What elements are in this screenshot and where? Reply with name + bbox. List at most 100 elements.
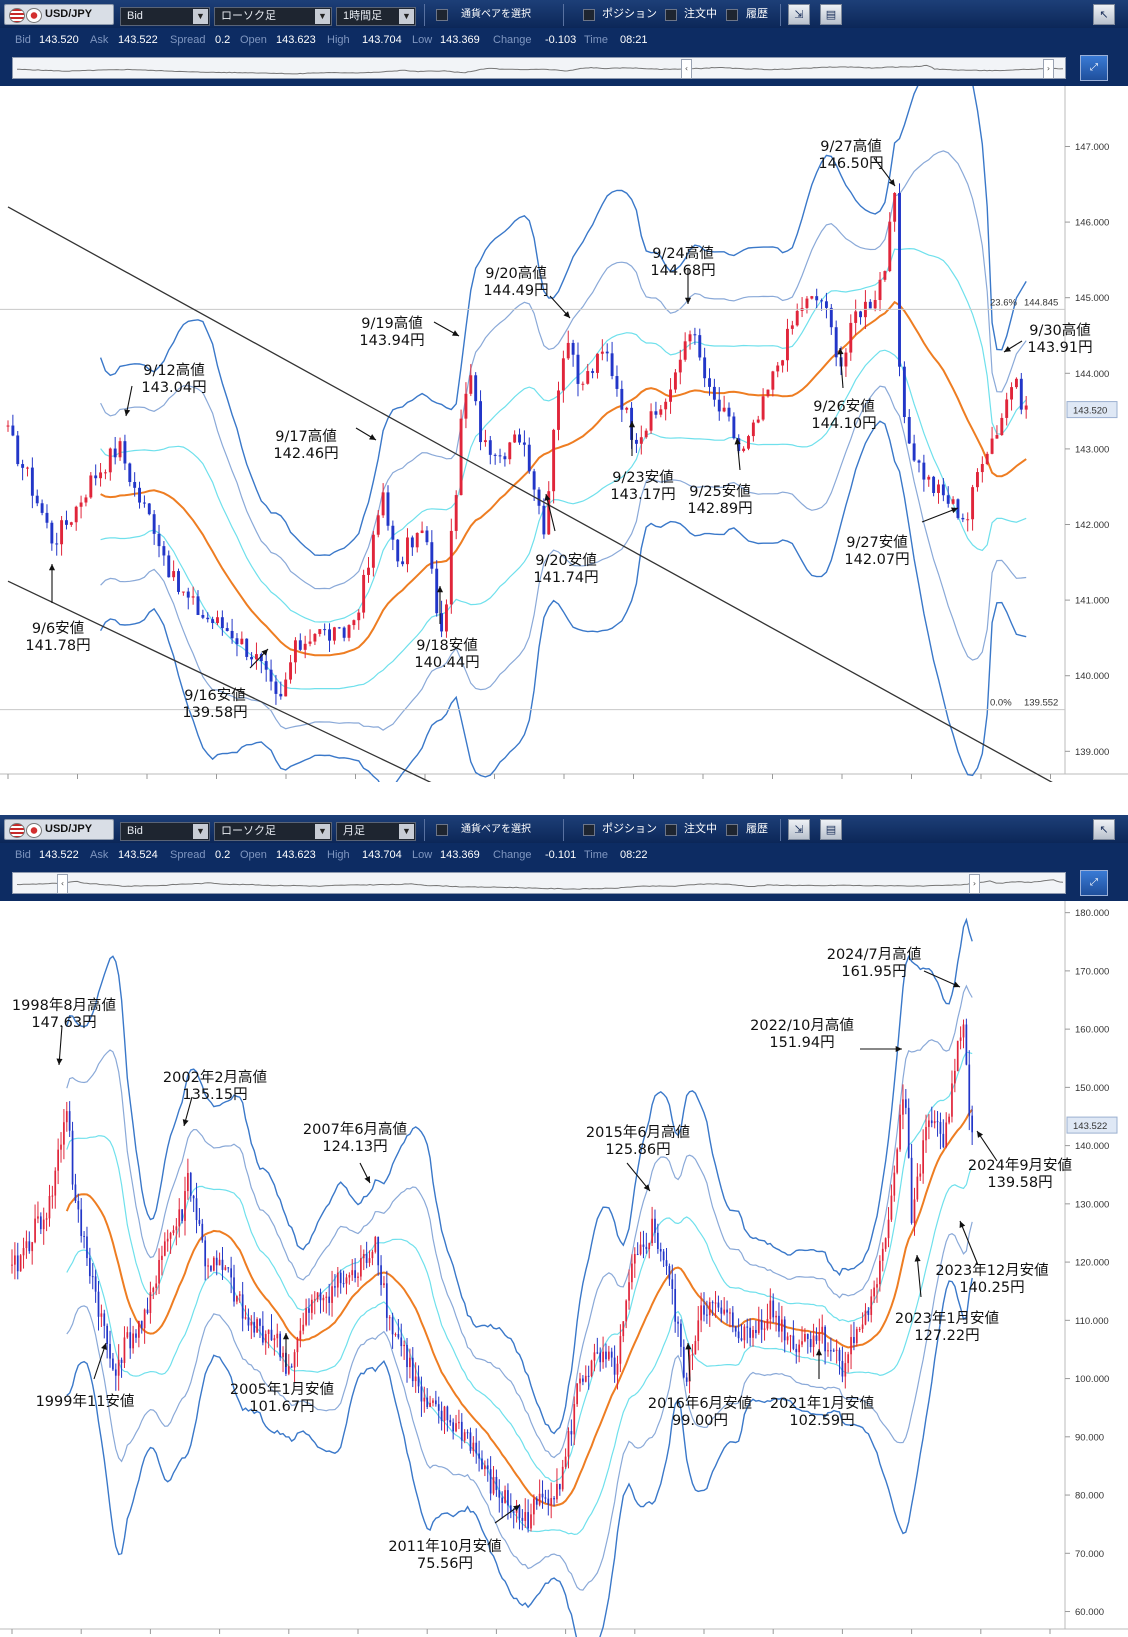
order-checkbox[interactable] [665, 9, 677, 21]
price-tick-label: 140.000 [1075, 671, 1109, 682]
symbol-selector[interactable]: USD/JPY [4, 4, 114, 25]
candle-body [995, 435, 999, 439]
candle-body [507, 1490, 509, 1506]
candle-body [383, 1283, 385, 1286]
candle-body [757, 1320, 760, 1333]
candle-body [971, 1115, 974, 1133]
candle-body [334, 1286, 336, 1288]
annotation-arrow-line [58, 1025, 63, 1066]
chart-type-select[interactable]: ローソク足 ▼ [214, 7, 332, 26]
chevron-down-icon: ▼ [315, 9, 330, 24]
annotation-arrowhead [544, 494, 551, 501]
candle-body [51, 1195, 54, 1197]
candle-body [362, 574, 366, 613]
moving-average-line [100, 300, 1027, 657]
pair-select-checkbox[interactable] [436, 824, 448, 836]
candle-body [100, 1313, 103, 1317]
candle-body [561, 358, 565, 391]
price-tick-label: 145.000 [1075, 293, 1109, 304]
range-handle-right[interactable]: › [969, 874, 980, 894]
overview-line [16, 879, 1064, 890]
candle-body [186, 591, 190, 598]
range-navigator[interactable]: ‹ › [12, 57, 1066, 79]
candle-body [927, 476, 931, 480]
candle-body [746, 1326, 749, 1328]
chart-type-select[interactable]: ローソク足 ▼ [214, 822, 332, 841]
candle-body [216, 617, 219, 624]
chart-settings-button[interactable]: ⇲ [788, 819, 810, 840]
annotation-price: 140.25円 [959, 1280, 1024, 1296]
pair-select-checkbox[interactable] [436, 9, 448, 21]
range-navigator[interactable]: ‹ › [12, 872, 1066, 894]
history-checkbox[interactable] [726, 824, 738, 836]
price-type-select[interactable]: Bid ▼ [120, 822, 210, 841]
change-value: -0.103 [545, 34, 577, 46]
history-checkbox[interactable] [726, 9, 738, 21]
candle-body [812, 1335, 815, 1348]
candle-body [876, 1284, 878, 1288]
annotation-arrow-line [923, 970, 961, 988]
candle-body [763, 1328, 766, 1330]
candle-body [769, 1300, 772, 1320]
range-handle-left[interactable]: ‹ [681, 59, 692, 79]
candle-body [844, 1363, 847, 1377]
candle-body [472, 1442, 475, 1451]
fib-price-label: 139.552 [1024, 698, 1058, 709]
collapse-button[interactable]: ↖ [1093, 819, 1115, 840]
candle-body [415, 532, 419, 548]
candle-body [649, 411, 653, 431]
order-checkbox[interactable] [665, 824, 677, 836]
candle-body [512, 1511, 515, 1513]
spread-value: 0.2 [215, 849, 231, 861]
candle-body [218, 1259, 221, 1266]
candle-body [463, 1432, 466, 1441]
layout-button[interactable]: ▤ [820, 4, 842, 25]
pair-select-label: 通貨ペアを選択 [461, 824, 531, 835]
candle-body [178, 1209, 181, 1227]
annotation-arrowhead [452, 330, 459, 336]
range-handle-right[interactable]: › [1043, 59, 1054, 79]
candle-body [233, 1277, 235, 1302]
candle-body [469, 1432, 472, 1451]
candle-body [795, 310, 799, 326]
candle-body [586, 371, 590, 384]
symbol-selector[interactable]: USD/JPY [4, 819, 114, 840]
candle-body [443, 1406, 446, 1421]
zoom-button[interactable]: ⤢ [1080, 55, 1108, 81]
price-tick-label: 180.000 [1075, 908, 1109, 919]
annotation-label: 9/25安値 [689, 483, 751, 500]
annotation-arrow-line [93, 1342, 107, 1380]
candle-body [293, 640, 297, 663]
candle-body [488, 440, 492, 455]
position-checkbox[interactable] [583, 9, 595, 21]
candle-body [113, 448, 117, 458]
annotation-price: 146.50円 [818, 156, 883, 172]
toolbar-divider [424, 819, 425, 841]
candle-body [215, 1257, 218, 1266]
candle-body [210, 1265, 212, 1271]
position-checkbox[interactable] [583, 824, 595, 836]
layout-button[interactable]: ▤ [820, 819, 842, 840]
timeframe-select[interactable]: 1時間足 ▼ [336, 7, 416, 26]
annotation-label: 9/23安値 [612, 469, 674, 486]
annotation-price: 125.86円 [605, 1142, 670, 1158]
price-type-select[interactable]: Bid ▼ [120, 7, 210, 26]
zoom-button[interactable]: ⤢ [1080, 870, 1108, 896]
candle-body [558, 1483, 561, 1490]
candle-body [187, 1172, 189, 1192]
annotation-arrowhead [837, 348, 844, 355]
collapse-button[interactable]: ↖ [1093, 4, 1115, 25]
candle-body [917, 460, 921, 463]
candle-body [118, 441, 122, 458]
range-handle-left[interactable]: ‹ [57, 874, 68, 894]
band-plus-2sigma [100, 150, 1027, 590]
timeframe-select[interactable]: 月足 ▼ [336, 822, 416, 841]
chart-settings-button[interactable]: ⇲ [788, 4, 810, 25]
candle-body [192, 1195, 195, 1199]
candle-body [158, 1259, 160, 1284]
candle-body [498, 1490, 501, 1498]
candle-body [256, 1319, 258, 1333]
candle-body [259, 654, 263, 662]
candle-body [685, 1377, 688, 1382]
candle-body [163, 1241, 166, 1256]
